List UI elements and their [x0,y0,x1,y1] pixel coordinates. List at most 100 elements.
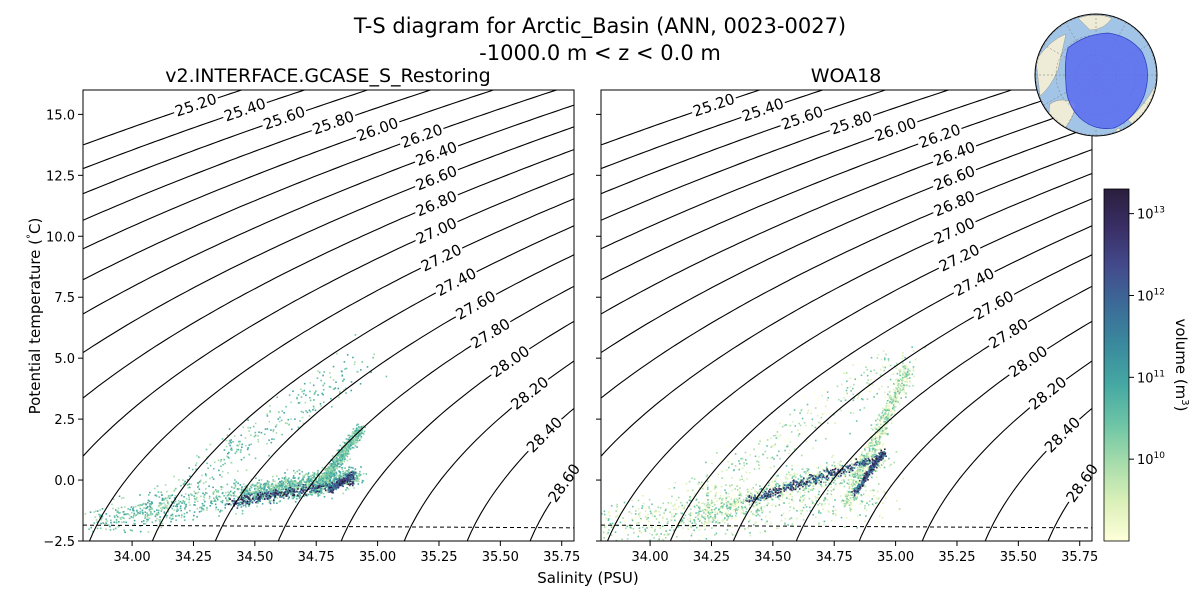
volume-cell [237,496,239,499]
volume-cell [241,490,243,493]
volume-cell [658,538,660,541]
volume-cell [799,498,801,501]
volume-cell [229,494,232,496]
volume-cell [159,520,161,523]
volume-cell [256,482,259,484]
volume-cell [793,474,796,477]
volume-cell [339,455,342,457]
volume-cell [719,495,722,497]
volume-cell [314,490,317,492]
volume-cell [354,480,357,482]
volume-cell [196,507,199,510]
volume-cell-core [253,499,256,502]
volume-cell [784,523,786,526]
volume-cell [353,443,356,445]
plot-area-model [83,90,574,541]
volume-cell [637,516,639,518]
volume-cell [150,503,153,505]
volume-cell-core [313,490,315,492]
volume-cell [122,497,125,499]
volume-cell [697,513,699,515]
volume-cell [334,459,337,461]
volume-cell [284,422,287,424]
volume-cell [698,513,700,515]
volume-cell [314,479,317,482]
volume-cell [262,484,264,487]
volume-cell [734,496,737,499]
volume-cell [354,468,357,470]
volume-cell [300,483,303,486]
volume-cell [852,480,854,482]
volume-cell [158,519,160,521]
volume-cell [870,460,873,462]
volume-cell [809,483,812,485]
volume-cell-core [246,502,248,505]
volume-cell [324,473,327,475]
volume-cell [280,484,282,487]
volume-cell [726,513,728,516]
volume-cell-core [352,472,355,475]
volume-cell [244,504,247,506]
volume-cell [173,490,175,492]
volume-cell [867,450,869,453]
volume-cell [689,512,692,514]
volume-cell [249,502,251,504]
volume-cell [649,510,652,513]
volume-cell [293,485,296,487]
volume-cell [248,505,250,507]
y-tick-label: 12.5 [46,169,75,184]
volume-cell [333,469,335,472]
volume-cell [196,496,198,499]
volume-cell [319,489,322,492]
volume-cell [323,474,326,477]
volume-cell [747,494,750,497]
volume-cell-core [353,478,355,481]
volume-cell-core [338,484,341,486]
volume-cell [639,511,641,514]
contour-label-bg [352,113,403,146]
volume-cell [644,530,647,532]
volume-cell-core [328,489,331,491]
volume-cell [711,521,714,523]
volume-cell [732,505,735,507]
volume-cell [825,473,827,475]
volume-cell [676,536,678,538]
volume-cell [144,516,147,518]
volume-cell-core [251,493,253,496]
volume-cell [272,500,275,503]
volume-cell [747,495,749,498]
volume-cell-core [238,504,240,506]
volume-cell [755,492,758,494]
volume-cell [882,448,884,451]
volume-cell [283,412,285,414]
volume-cell [628,551,630,553]
volume-cell [689,500,692,502]
volume-cell [165,497,167,500]
volume-cell [220,486,222,488]
volume-cell-core [345,478,348,480]
volume-cell [237,505,239,507]
volume-cell [161,522,164,525]
volume-cell [355,475,358,477]
volume-cell [176,508,179,510]
volume-cell [857,462,860,464]
axes-frame-model [82,89,575,542]
volume-cell-core [349,484,351,487]
volume-cell [771,498,773,500]
volume-cell [248,444,251,446]
volume-cell [273,497,276,499]
volume-cell [308,415,311,417]
volume-cell [854,457,856,460]
volume-cell [350,440,352,442]
volume-cell [708,513,711,516]
volume-cell [258,479,260,482]
volume-cell [272,429,275,431]
volume-cell [611,525,613,528]
volume-cell [230,462,233,464]
volume-cell [854,472,857,474]
volume-cell-core [285,495,288,497]
volume-cell-core [303,489,306,491]
volume-cell [858,500,861,502]
volume-cell [838,465,840,467]
volume-cell [822,469,825,471]
